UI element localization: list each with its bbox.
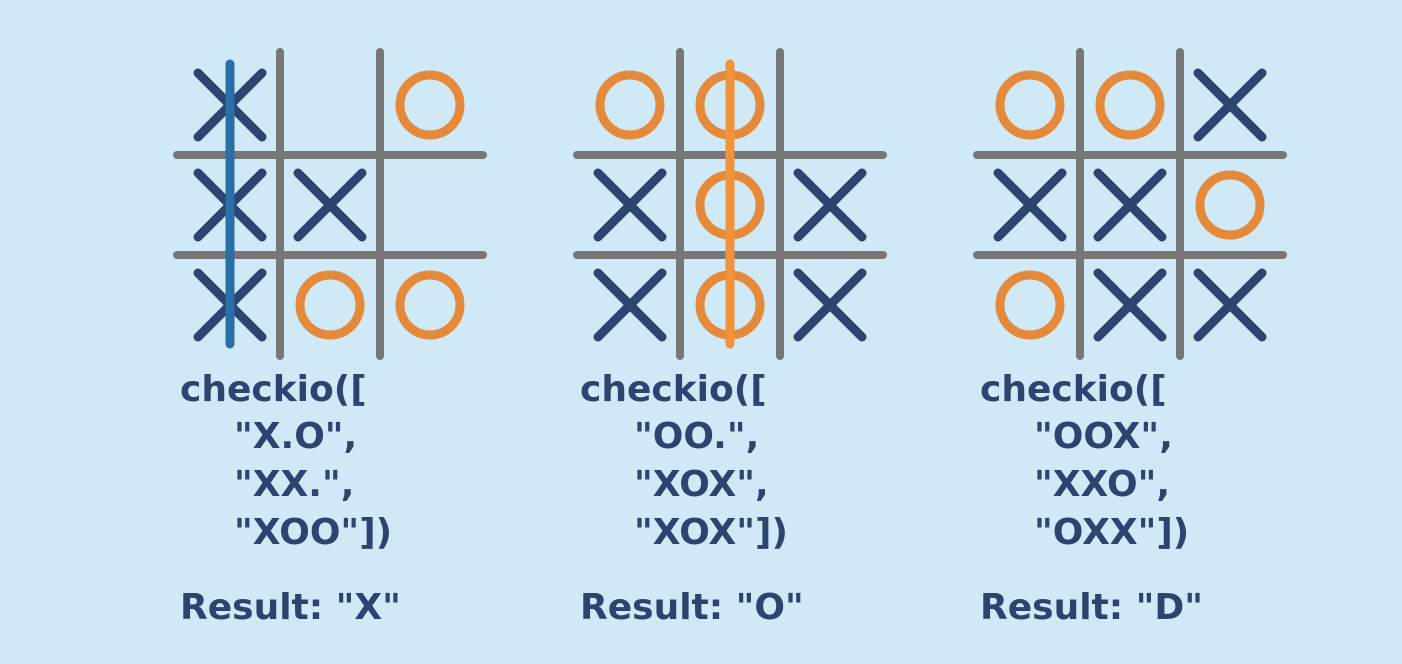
code-line: "OOX", [1034,416,1173,457]
result: Result: "O" [580,587,804,628]
o-mark [995,270,1065,340]
x-mark [793,268,867,342]
code-line: "XOX", [634,464,769,505]
code-line: "XX.", [234,464,354,505]
o-mark [395,70,465,140]
result: Result: "D" [980,587,1203,628]
x-mark [1193,68,1267,142]
code-line: "XXO", [1034,464,1170,505]
x-mark [993,168,1067,242]
code-line: "OO.", [634,416,759,457]
o-mark [295,270,365,340]
code-line: "OXX"]) [1034,512,1189,553]
o-mark [595,70,665,140]
o-mark [1195,170,1265,240]
x-mark [1093,268,1167,342]
code-line: "XOO"]) [234,512,392,553]
code-line: "X.O", [234,416,357,457]
o-mark [995,70,1065,140]
x-mark [793,168,867,242]
x-mark [1093,168,1167,242]
o-mark [395,270,465,340]
x-mark [1193,268,1267,342]
result: Result: "X" [180,587,401,628]
code-open: checkio([ [580,369,767,410]
code-line: "XOX"]) [634,512,788,553]
o-mark [1095,70,1165,140]
code-open: checkio([ [180,369,367,410]
x-mark [293,168,367,242]
code-open: checkio([ [980,369,1167,410]
x-mark [593,268,667,342]
x-mark [593,168,667,242]
